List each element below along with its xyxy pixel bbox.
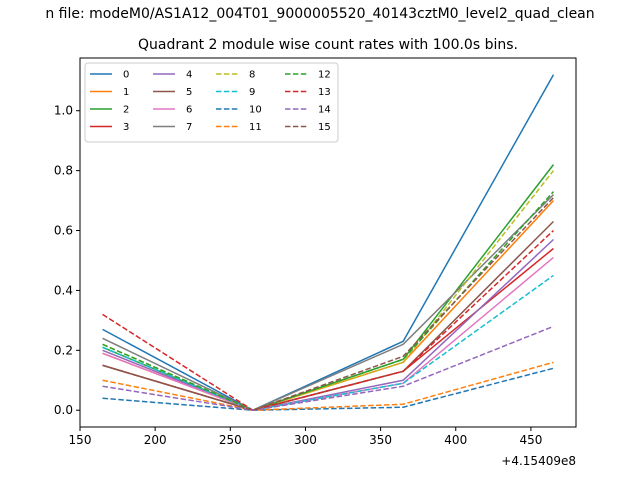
y-tick-label: 0.4 xyxy=(54,283,73,297)
series-line-10 xyxy=(102,367,554,411)
y-axis: 0.0 0.2 0.4 0.6 0.8 1.0 xyxy=(54,104,80,417)
legend-label: 10 xyxy=(249,105,262,116)
legend-item-3: 3 xyxy=(90,122,129,133)
series-line-0 xyxy=(102,74,555,411)
legend-item-10: 10 xyxy=(216,105,262,116)
series-line-14 xyxy=(102,325,554,411)
x-tick-label: 300 xyxy=(294,433,317,447)
series-line-12 xyxy=(102,191,555,411)
series-line-11 xyxy=(102,361,554,411)
y-tick-label: 0.2 xyxy=(54,343,73,357)
legend-label: 12 xyxy=(318,70,331,81)
legend-label: 3 xyxy=(123,122,129,133)
series-line-9 xyxy=(102,274,554,411)
legend-item-7: 7 xyxy=(153,122,192,133)
series-line-4 xyxy=(102,238,554,411)
y-tick-label: 1.0 xyxy=(54,104,73,118)
axes-frame xyxy=(79,57,577,428)
legend-item-15: 15 xyxy=(285,122,331,133)
legend-item-14: 14 xyxy=(285,105,331,116)
legend-label: 13 xyxy=(318,87,331,98)
legend-item-13: 13 xyxy=(285,87,331,98)
legend-item-6: 6 xyxy=(153,105,192,116)
legend-label: 1 xyxy=(123,87,129,98)
legend-item-5: 5 xyxy=(153,87,192,98)
chart-title: Quadrant 2 module wise count rates with … xyxy=(138,37,518,53)
x-tick-label: 450 xyxy=(519,433,542,447)
figure-suptitle: n file: modeM0/AS1A12_004T01_9000005520_… xyxy=(45,6,594,22)
x-tick-label: 350 xyxy=(369,433,392,447)
series-line-13 xyxy=(102,229,554,411)
legend-item-0: 0 xyxy=(90,70,129,81)
x-tick-label: 150 xyxy=(69,433,92,447)
legend-item-9: 9 xyxy=(216,87,255,98)
legend-item-1: 1 xyxy=(90,87,129,98)
y-tick-label: 0.6 xyxy=(54,224,73,238)
legend-label: 0 xyxy=(123,70,129,81)
legend-label: 14 xyxy=(318,105,331,116)
legend-label: 15 xyxy=(318,122,331,133)
legend-label: 8 xyxy=(249,70,255,81)
y-tick-label: 0.0 xyxy=(54,403,73,417)
x-tick-label: 200 xyxy=(144,433,167,447)
x-tick-label: 250 xyxy=(219,433,242,447)
legend-item-11: 11 xyxy=(216,122,262,133)
series-lines xyxy=(102,74,555,411)
legend-label: 5 xyxy=(186,87,192,98)
series-line-7 xyxy=(102,194,554,411)
legend-item-2: 2 xyxy=(90,105,129,116)
x-tick-label: 400 xyxy=(444,433,467,447)
legend-item-8: 8 xyxy=(216,70,255,81)
legend-label: 9 xyxy=(249,87,255,98)
legend-frame xyxy=(84,62,339,143)
y-tick-label: 0.8 xyxy=(54,164,73,178)
legend-label: 4 xyxy=(186,70,192,81)
legend-label: 11 xyxy=(249,122,262,133)
legend-item-4: 4 xyxy=(153,70,192,81)
legend-item-12: 12 xyxy=(285,70,331,81)
legend-label: 2 xyxy=(123,105,129,116)
x-axis: 150 200 250 300 350 400 450 xyxy=(69,427,542,447)
legend-label: 6 xyxy=(186,105,192,116)
legend-label: 7 xyxy=(186,122,192,133)
x-axis-offset-label: +4.15409e8 xyxy=(501,454,576,468)
